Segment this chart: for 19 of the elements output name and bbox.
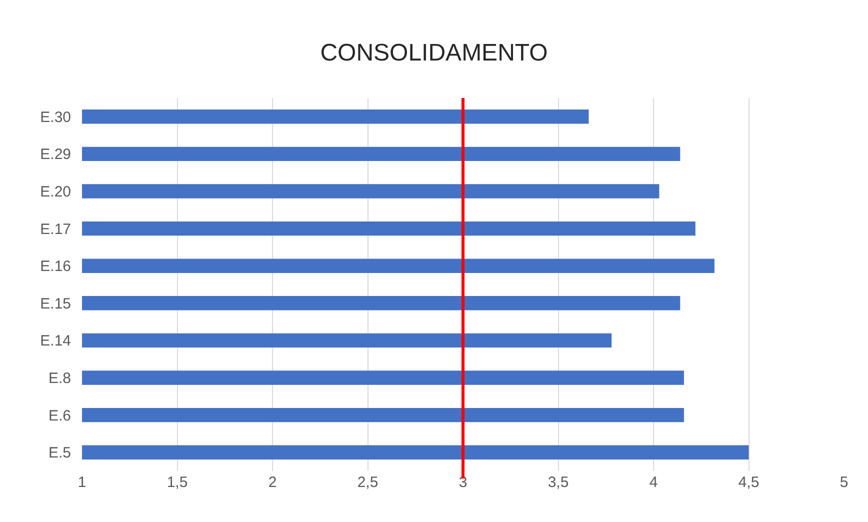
x-tick-label: 2 [268,474,277,491]
y-tick-label: E.16 [40,258,71,276]
x-tick-label: 4 [649,474,658,491]
y-tick-label: E.6 [48,407,71,424]
x-tick-label: 5 [840,474,848,491]
chart-title: CONSOLIDAMENTO [320,39,548,66]
x-tick-label: 1 [78,474,86,491]
x-tick-label: 1,5 [166,474,188,491]
x-tick-label: 2,5 [357,474,378,491]
y-tick-label: E.5 [48,444,71,462]
y-tick-label: E.15 [40,295,71,312]
y-tick-label: E.30 [40,108,71,126]
y-tick-label: E.20 [40,184,71,200]
y-tick-label: E.14 [40,332,71,350]
y-tick-label: E.17 [40,220,71,238]
y-tick-label: E.29 [40,146,71,164]
x-tick-label: 4,5 [738,474,760,491]
x-tick-label: 3,5 [548,474,569,491]
y-tick-label: E.8 [48,370,71,387]
